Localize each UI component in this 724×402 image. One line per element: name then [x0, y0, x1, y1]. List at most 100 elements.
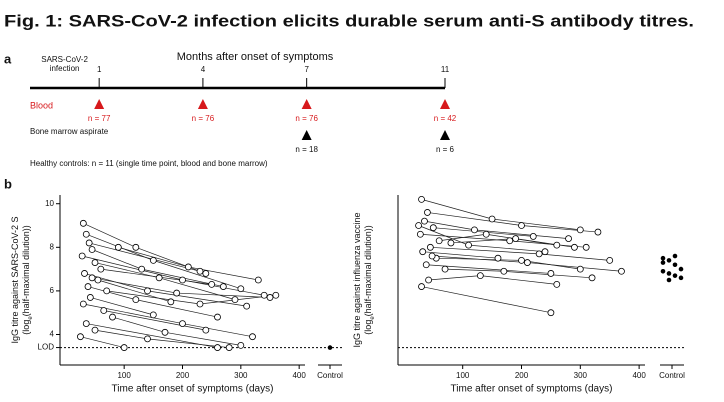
data-point	[547, 270, 555, 277]
data-point	[260, 291, 268, 299]
data-point	[202, 326, 210, 334]
control-point	[327, 345, 333, 350]
data-point	[88, 274, 96, 282]
data-point	[494, 254, 502, 262]
y-tick-label: LOD	[38, 343, 55, 352]
x-tick-label: 100	[117, 371, 131, 380]
data-point	[421, 217, 428, 225]
data-point	[482, 230, 490, 238]
data-point	[512, 235, 520, 242]
data-point	[138, 265, 146, 273]
trajectory	[428, 275, 557, 285]
blood-marker	[94, 99, 105, 109]
x-axis-label: Time after onset of symptoms (days)	[112, 384, 274, 395]
trajectory	[80, 336, 125, 348]
data-point	[155, 274, 163, 282]
y-tick-label: 6	[50, 286, 55, 295]
data-point	[79, 219, 87, 227]
y-label-line: IgG titre against influenza vaccine	[352, 212, 362, 347]
data-point	[103, 287, 111, 295]
data-point	[416, 230, 424, 238]
data-point	[553, 280, 561, 288]
blood-n: n = 76	[192, 114, 215, 123]
data-point	[576, 226, 584, 234]
data-point	[471, 226, 478, 234]
data-point	[254, 276, 262, 284]
data-point	[88, 246, 96, 253]
data-point	[84, 283, 92, 290]
data-point	[202, 270, 210, 277]
marrow-label: Bone marrow aspirate	[30, 127, 109, 136]
marrow-n: n = 18	[295, 145, 318, 154]
trajectory	[89, 242, 201, 272]
timeline-tick-label: 7	[304, 65, 309, 74]
x-tick-label: 300	[574, 371, 588, 380]
data-point	[529, 233, 537, 240]
control-label: Control	[317, 371, 343, 380]
trajectory	[86, 323, 218, 348]
blood-marker	[440, 99, 450, 109]
figure-title: Fig. 1: SARS-CoV-2 infection elicits dur…	[4, 11, 694, 30]
data-point	[571, 243, 578, 251]
blood-marker	[197, 99, 208, 109]
blood-n: n = 76	[295, 114, 318, 123]
marrow-n: n = 6	[436, 145, 455, 154]
control-point	[660, 268, 666, 274]
panel-label: a	[4, 51, 12, 66]
data-point	[465, 241, 472, 249]
control-point	[672, 273, 678, 278]
data-point	[565, 235, 572, 242]
blood-n: n = 77	[88, 114, 111, 123]
data-point	[78, 252, 86, 260]
data-point	[86, 294, 94, 301]
data-point	[149, 311, 157, 319]
y-label-line: IgG titre against SARS-CoV-2 S	[10, 216, 20, 343]
data-point	[518, 256, 525, 264]
y-label-line: (log	[21, 320, 31, 335]
data-point	[97, 265, 105, 273]
data-point	[594, 228, 602, 236]
data-point	[167, 298, 175, 306]
data-point	[237, 341, 245, 349]
data-point	[518, 222, 525, 229]
trajectory	[433, 227, 534, 237]
data-point	[81, 270, 88, 277]
data-point	[132, 243, 140, 251]
data-point	[618, 267, 625, 275]
data-point	[144, 335, 151, 343]
data-point	[100, 307, 108, 314]
marrow-marker	[301, 130, 312, 140]
data-point	[249, 333, 256, 341]
blood-marker	[301, 99, 312, 109]
data-point	[196, 267, 204, 275]
data-point	[506, 237, 514, 245]
control-point	[678, 266, 684, 272]
control-point	[672, 253, 678, 259]
control-point	[666, 277, 672, 283]
data-point	[606, 256, 614, 264]
data-point	[553, 241, 561, 249]
data-point	[237, 285, 245, 293]
x-tick-label: 200	[515, 371, 529, 380]
marrow-marker	[440, 130, 450, 140]
timeline-tick-label: 4	[201, 65, 206, 74]
trajectory	[103, 310, 206, 331]
y-label-sub: e	[370, 316, 376, 320]
data-point	[120, 344, 128, 351]
data-point	[419, 248, 427, 256]
control-label: Control	[659, 371, 685, 380]
data-point	[243, 302, 251, 310]
data-point	[447, 239, 455, 247]
data-point	[582, 243, 590, 251]
infection-label: infection	[50, 64, 80, 73]
data-point	[94, 276, 102, 284]
data-point	[541, 248, 549, 256]
y-label-line: (half-maximal dilution))	[363, 225, 373, 316]
data-point	[429, 224, 437, 232]
data-point	[435, 237, 443, 245]
data-point	[418, 283, 425, 290]
y-tick-label: 4	[50, 330, 55, 339]
trajectory	[426, 264, 551, 274]
y-tick-label: 10	[45, 199, 54, 208]
